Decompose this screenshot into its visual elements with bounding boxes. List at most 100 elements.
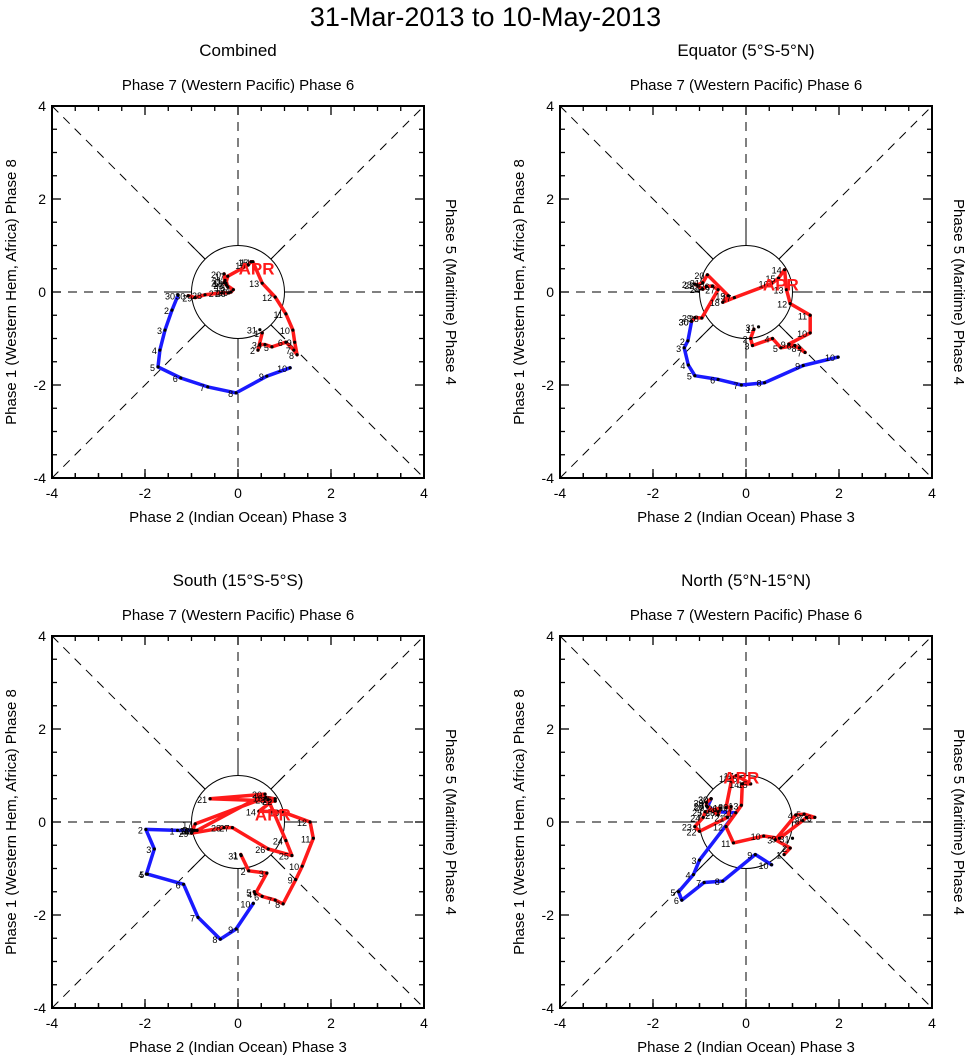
day-label: 5 — [773, 344, 778, 354]
data-point — [263, 792, 267, 796]
day-label: 6 — [674, 896, 679, 906]
day-label: 16 — [253, 793, 263, 803]
panel-title: South (15°S-5°S) — [173, 571, 304, 590]
x-tick-label: -4 — [46, 485, 59, 501]
day-label: 30 — [679, 317, 689, 327]
panel-3: North (5°N-15°N) Phase 7 (Western Pacific… — [511, 571, 967, 1056]
y-tick-label: -2 — [542, 377, 555, 393]
day-label: 28 — [192, 291, 202, 301]
data-point — [227, 291, 231, 295]
day-label: 27 — [705, 286, 715, 296]
day-label: 16 — [235, 261, 245, 271]
phase-boundary-stub — [778, 854, 794, 870]
day-label: 7 — [190, 913, 195, 923]
panel-title: Equator (5°S-5°N) — [677, 41, 814, 60]
data-point — [179, 376, 183, 380]
data-point — [704, 284, 709, 289]
day-label: 7 — [267, 896, 272, 906]
day-label: 22 — [686, 827, 696, 837]
day-label: 8 — [715, 877, 720, 887]
left-axis-label: Phase 1 (Western Hem, Africa) Phase 8 — [511, 689, 528, 955]
day-label: 7 — [798, 813, 803, 823]
day-label: 2 — [743, 335, 748, 345]
day-label: 4 — [152, 346, 157, 356]
data-point — [709, 797, 713, 801]
data-point — [284, 340, 288, 344]
data-point — [292, 348, 296, 352]
day-label: 3 — [259, 869, 264, 879]
day-label: 30 — [165, 291, 175, 301]
data-point — [266, 798, 270, 802]
day-label: 13 — [728, 801, 738, 811]
day-label: 3 — [157, 326, 162, 336]
data-point — [265, 871, 269, 875]
data-point — [718, 806, 723, 810]
day-label: 2 — [241, 867, 246, 877]
data-point — [234, 391, 238, 395]
day-label: 19 — [715, 292, 725, 302]
data-point — [266, 847, 270, 851]
day-label: 8 — [757, 379, 762, 389]
data-point — [686, 363, 690, 367]
data-point — [191, 828, 195, 832]
y-tick-label: -2 — [542, 907, 555, 923]
y-tick-label: 4 — [546, 628, 554, 644]
y-tick-label: 4 — [546, 98, 554, 114]
data-point — [750, 343, 755, 348]
top-axis-label: Phase 7 (Western Pacific) Phase 6 — [630, 607, 862, 624]
data-point — [769, 282, 774, 286]
data-point — [788, 302, 792, 306]
data-point — [686, 339, 690, 343]
y-tick-label: 2 — [38, 721, 46, 737]
data-point — [749, 782, 753, 786]
data-point — [224, 283, 228, 287]
x-tick-label: -2 — [139, 485, 152, 501]
day-label: 17 — [724, 772, 734, 782]
day-label: 6 — [254, 892, 259, 902]
day-label: 6 — [176, 880, 181, 890]
day-label: 25 — [279, 851, 289, 861]
day-label: 11 — [274, 310, 283, 320]
day-label: 12 — [262, 293, 272, 303]
day-label: 8 — [212, 935, 217, 945]
data-point — [753, 852, 757, 857]
day-label: 10 — [759, 861, 769, 871]
y-tick-label: 0 — [546, 814, 554, 830]
data-point — [734, 811, 738, 815]
day-label: 3 — [252, 341, 257, 351]
day-label: 9 — [287, 338, 292, 348]
day-label: 10 — [240, 899, 250, 909]
day-label: 13 — [773, 286, 783, 296]
data-point — [697, 858, 702, 862]
day-label: 24 — [690, 285, 700, 295]
day-label: 6 — [173, 374, 178, 384]
day-label: 4 — [138, 870, 143, 880]
data-point — [730, 776, 734, 780]
data-point — [770, 336, 775, 341]
data-point — [721, 300, 725, 304]
day-label: 7 — [286, 346, 291, 356]
phase-boundary-stub — [190, 854, 206, 870]
day-label: 20 — [694, 271, 704, 281]
day-label: 20 — [211, 270, 221, 280]
data-point — [693, 374, 697, 378]
data-point — [231, 288, 235, 292]
figure-title: 31-Mar-2013 to 10-May-2013 — [309, 2, 662, 32]
day-label: 17 — [721, 294, 731, 304]
day-label: 3 — [146, 845, 151, 855]
day-label: 30 — [182, 826, 192, 836]
data-point — [256, 348, 260, 352]
x-tick-label: 4 — [928, 1015, 936, 1031]
data-point — [291, 328, 295, 332]
day-label: 3 — [691, 856, 696, 866]
data-point — [724, 825, 728, 829]
day-label: 5 — [246, 888, 251, 898]
day-label: 7 — [696, 878, 701, 888]
data-point — [808, 313, 812, 317]
data-point — [682, 346, 686, 350]
day-label: 30 — [679, 317, 689, 327]
x-tick-label: -4 — [554, 1015, 567, 1031]
data-point — [803, 350, 807, 355]
day-label: 10 — [277, 364, 287, 374]
data-point — [273, 797, 277, 801]
